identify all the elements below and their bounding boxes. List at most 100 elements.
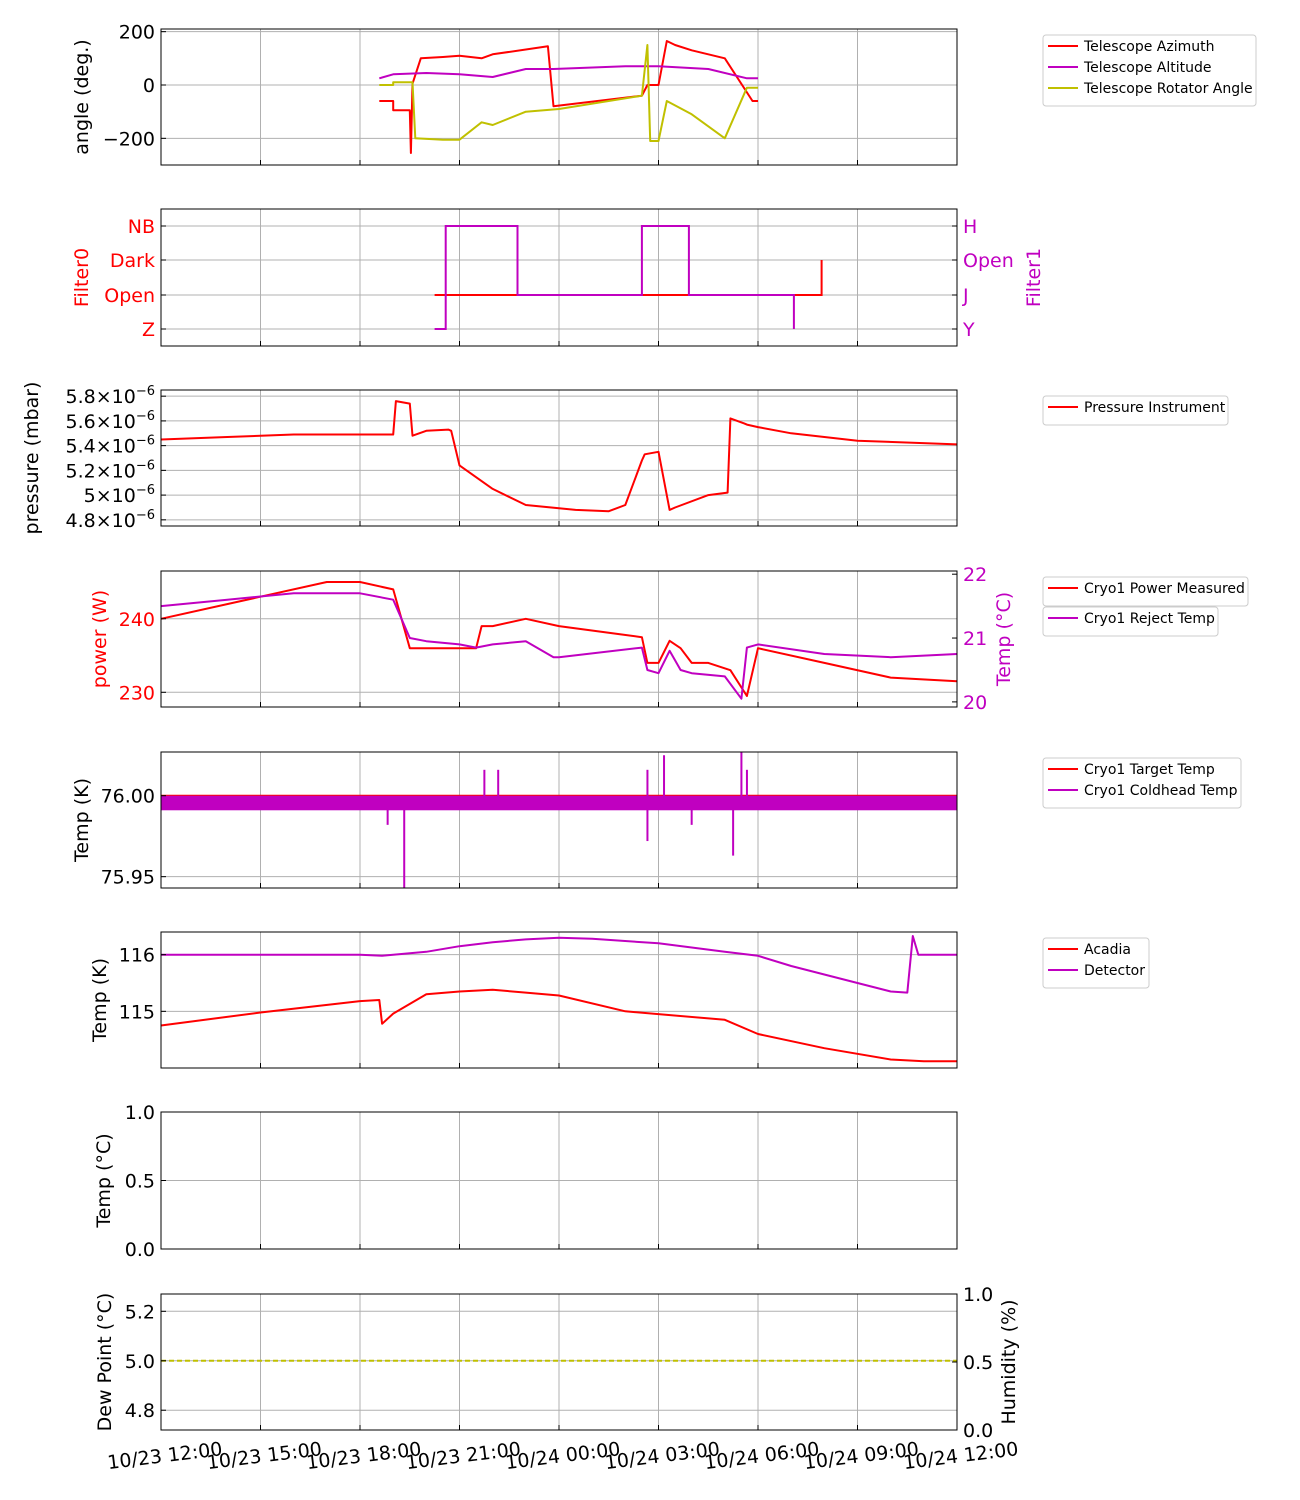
legend-entry: Cryo1 Coldhead Temp bbox=[1084, 783, 1238, 799]
y-axis-label: power (W) bbox=[89, 590, 111, 688]
plot-frame bbox=[160, 28, 958, 166]
chart-filters: NB Dark Open Z H Open JY Filter0 Filter1 bbox=[71, 208, 1045, 347]
y-tick-label: 4.8 bbox=[125, 1400, 155, 1422]
y-tick-label: 5.8×10−6 bbox=[66, 384, 156, 408]
y-tick-label: 0 bbox=[143, 75, 155, 97]
y-tick-label: Dark bbox=[110, 250, 155, 272]
tick-exponent: −6 bbox=[136, 508, 155, 523]
y-axis-label: Temp (°C) bbox=[93, 1133, 115, 1228]
y-tick-label-right: 20 bbox=[963, 692, 987, 714]
y-tick-label: 5.6×10−6 bbox=[66, 409, 156, 433]
y-tick-label-right: H bbox=[963, 216, 977, 238]
legend-entry: Cryo1 Power Measured bbox=[1084, 581, 1245, 597]
y-axis-label-right: Humidity (%) bbox=[998, 1299, 1020, 1424]
legend-entry: Telescope Altitude bbox=[1083, 60, 1212, 76]
plot-frame bbox=[160, 570, 958, 708]
chart-pressure: 4.8×10−65×10−65.2×10−65.4×10−65.6×10−65.… bbox=[21, 382, 1229, 535]
legend-2: Cryo1 Reject Temp bbox=[1042, 606, 1219, 637]
chart-cryo-power: 240 230 22 21 20 power (W) Temp (°C) Cryo1 Powe… bbox=[89, 564, 1249, 714]
tick-mantissa: 5 bbox=[84, 485, 96, 507]
y-tick-label: NB bbox=[128, 216, 155, 238]
y-axis-label: Temp (K) bbox=[71, 778, 93, 863]
series-line-0 bbox=[160, 988, 957, 1063]
series-line-2 bbox=[379, 44, 758, 142]
y-axis-label: angle (deg.) bbox=[71, 39, 93, 154]
tick-mantissa: 5.6 bbox=[66, 411, 96, 433]
y-tick-label-right: J bbox=[962, 285, 969, 307]
chart-telescope-angles: 200 0 −200 angle (deg.) Telescope Azimuth Tel… bbox=[71, 22, 1257, 166]
y-tick-label-right: Open bbox=[963, 250, 1014, 272]
y-tick-label-right: 0.5 bbox=[963, 1352, 993, 1374]
y-tick-label: 0.0 bbox=[125, 1239, 155, 1261]
plot-frame bbox=[160, 751, 958, 889]
tick-times: ×10 bbox=[96, 510, 136, 532]
tick-exponent: −6 bbox=[136, 483, 155, 498]
legend-entry: Telescope Rotator Angle bbox=[1083, 81, 1253, 97]
tick-times: ×10 bbox=[96, 411, 136, 433]
legend-box bbox=[1042, 576, 1249, 607]
tick-exponent: −6 bbox=[136, 384, 155, 399]
legend-entry: Pressure Instrument bbox=[1084, 400, 1226, 416]
y-tick-label-right: Y bbox=[962, 319, 975, 341]
legend-box bbox=[1042, 34, 1257, 107]
tick-exponent: −6 bbox=[136, 409, 155, 424]
series-line-0 bbox=[160, 581, 958, 697]
y-tick-label-right: 0.0 bbox=[963, 1420, 993, 1442]
y-tick-label: 1.0 bbox=[125, 1102, 155, 1124]
series-line-0 bbox=[160, 400, 958, 513]
chart-coldhead-temp: 76.00 75.95 Temp (K) Cryo1 Target Temp Cryo1… bbox=[71, 751, 1242, 889]
legend-box bbox=[1042, 395, 1229, 426]
y-tick-label: 5.0 bbox=[125, 1351, 155, 1373]
plot-frame bbox=[160, 931, 958, 1069]
y-tick-label: 75.95 bbox=[101, 867, 155, 889]
tick-times: ×10 bbox=[96, 386, 136, 408]
y-tick-label: 76.00 bbox=[101, 786, 155, 808]
tick-mantissa: 5.4 bbox=[66, 436, 96, 458]
tick-mantissa: 4.8 bbox=[66, 510, 96, 532]
series-line-1 bbox=[160, 592, 958, 700]
legend-entry: Detector bbox=[1084, 963, 1145, 979]
legend-box bbox=[1042, 757, 1242, 809]
series-line-0 bbox=[379, 40, 758, 154]
series-line-1 bbox=[434, 225, 795, 330]
legend-box bbox=[1042, 937, 1150, 989]
y-tick-label: Z bbox=[142, 319, 155, 341]
plot-frame bbox=[160, 208, 958, 347]
y-axis-label-right: Filter1 bbox=[1023, 248, 1045, 307]
y-axis-label: pressure (mbar) bbox=[21, 382, 43, 535]
legend-entry: Cryo1 Target Temp bbox=[1084, 762, 1215, 778]
tick-exponent: −6 bbox=[136, 434, 155, 449]
y-tick-label: 240 bbox=[119, 609, 155, 631]
tick-mantissa: 5.8 bbox=[66, 386, 96, 408]
plot-frame bbox=[160, 389, 958, 527]
y-tick-label: 5.4×10−6 bbox=[66, 434, 156, 458]
y-tick-label: 116 bbox=[119, 945, 155, 967]
y-tick-label: 200 bbox=[119, 22, 155, 44]
tick-mantissa: 5.2 bbox=[66, 460, 96, 482]
y-tick-label: 5.2 bbox=[125, 1301, 155, 1323]
legend-entry: Telescope Azimuth bbox=[1083, 39, 1214, 55]
series-line-1 bbox=[379, 65, 758, 80]
tick-times: ×10 bbox=[96, 460, 136, 482]
series-line-1 bbox=[161, 935, 957, 994]
y-axis-label-right: Temp (°C) bbox=[993, 592, 1015, 687]
y-tick-label-right: 1.0 bbox=[963, 1284, 993, 1306]
chart-ambient-temp: 1.0 0.5 0.0 Temp (°C) bbox=[93, 1102, 958, 1261]
tick-times: ×10 bbox=[96, 485, 136, 507]
y-axis-label: Dew Point (°C) bbox=[94, 1293, 116, 1432]
tick-times: ×10 bbox=[96, 436, 136, 458]
tick-exponent: −6 bbox=[136, 458, 155, 473]
legend-entry: Cryo1 Reject Temp bbox=[1084, 611, 1215, 627]
y-tick-label: 5.2×10−6 bbox=[66, 458, 156, 482]
y-tick-label: 4.8×10−6 bbox=[66, 508, 156, 532]
x-tick-label: 10/24 12:00 bbox=[902, 1438, 1019, 1474]
legend-entry: Acadia bbox=[1084, 942, 1131, 958]
y-tick-label-right: 21 bbox=[963, 628, 987, 650]
y-tick-label: 115 bbox=[119, 1001, 155, 1023]
y-tick-label-right: 22 bbox=[963, 564, 987, 586]
chart-acadia-detector: 116 115 Temp (K) Acadia Detector bbox=[89, 931, 1150, 1069]
series-band-1 bbox=[161, 795, 957, 811]
y-axis-label: Temp (K) bbox=[89, 958, 111, 1043]
